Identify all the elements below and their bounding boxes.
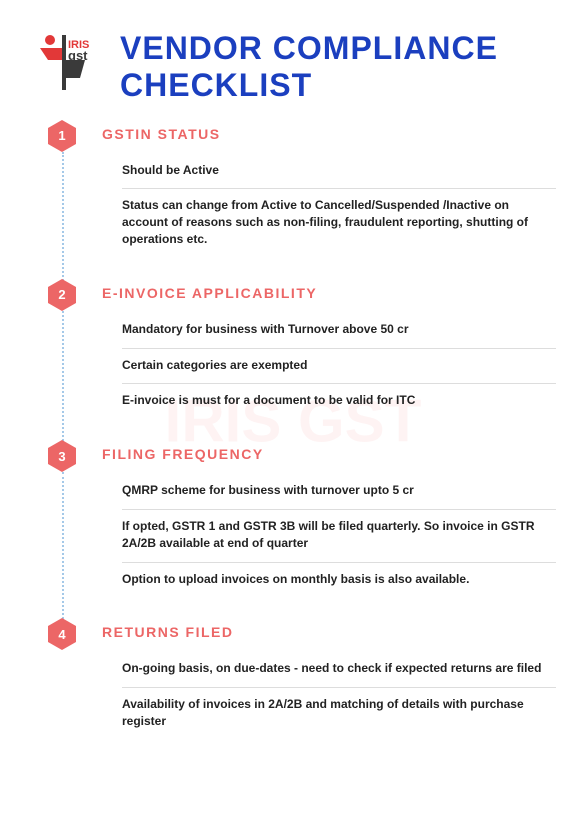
section-title-2: E-INVOICE APPLICABILITY <box>102 283 556 313</box>
checklist-item: Option to upload invoices on monthly bas… <box>122 563 556 598</box>
items-2: Mandatory for business with Turnover abo… <box>122 313 556 419</box>
page-title: VENDOR COMPLIANCE CHECKLIST <box>120 30 556 104</box>
items-1: Should be Active Status can change from … <box>122 154 556 258</box>
hexagon-badge-4: 4 <box>48 618 76 650</box>
section-title-3: FILING FREQUENCY <box>102 444 556 474</box>
section-title-4: RETURNS FILED <box>102 622 556 652</box>
checklist-item: Availability of invoices in 2A/2B and ma… <box>122 688 556 740</box>
hexagon-badge-2: 2 <box>48 279 76 311</box>
logo: IRIS gst <box>30 30 100 100</box>
items-3: QMRP scheme for business with turnover u… <box>122 474 556 597</box>
hexagon-badge-3: 3 <box>48 440 76 472</box>
checklist-item: QMRP scheme for business with turnover u… <box>122 474 556 510</box>
checklist-item: Status can change from Active to Cancell… <box>122 189 556 257</box>
logo-text-bottom: gst <box>68 48 88 63</box>
section-1: 1 GSTIN STATUS Should be Active Status c… <box>62 124 556 283</box>
checklist-item: If opted, GSTR 1 and GSTR 3B will be fil… <box>122 510 556 563</box>
checklist-item: E-invoice is must for a document to be v… <box>122 384 556 419</box>
checklist-item: Should be Active <box>122 154 556 190</box>
hexagon-number: 1 <box>58 128 65 143</box>
checklist-item: Mandatory for business with Turnover abo… <box>122 313 556 349</box>
header: IRIS gst VENDOR COMPLIANCE CHECKLIST <box>0 0 586 124</box>
checklist-item: Certain categories are exempted <box>122 349 556 385</box>
section-2: 2 E-INVOICE APPLICABILITY Mandatory for … <box>62 283 556 444</box>
hexagon-badge-1: 1 <box>48 120 76 152</box>
hexagon-number: 2 <box>58 287 65 302</box>
hexagon-number: 4 <box>58 627 65 642</box>
hexagon-number: 3 <box>58 449 65 464</box>
section-4: 4 RETURNS FILED On-going basis, on due-d… <box>62 622 556 764</box>
content: 1 GSTIN STATUS Should be Active Status c… <box>0 124 586 765</box>
checklist-item: On-going basis, on due-dates - need to c… <box>122 652 556 688</box>
section-title-1: GSTIN STATUS <box>102 124 556 154</box>
items-4: On-going basis, on due-dates - need to c… <box>122 652 556 739</box>
section-3: 3 FILING FREQUENCY QMRP scheme for busin… <box>62 444 556 622</box>
